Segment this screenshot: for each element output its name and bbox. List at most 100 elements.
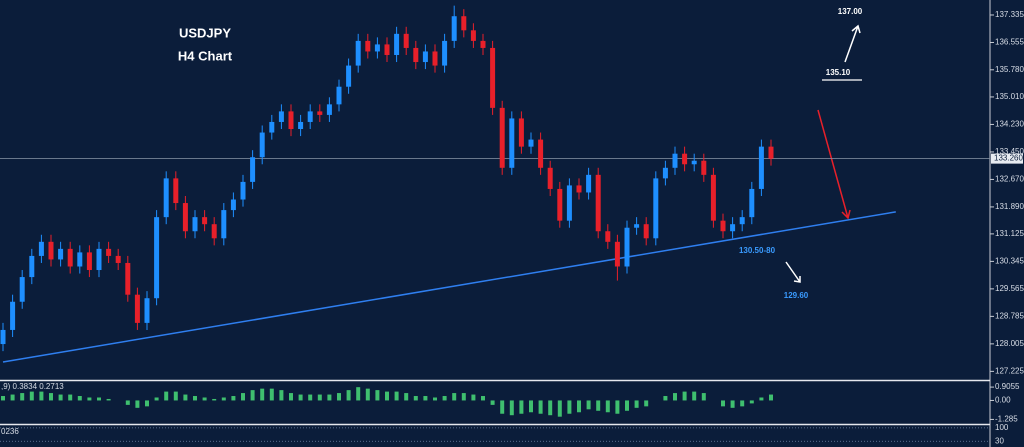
y-tick-label: 135.010 bbox=[995, 92, 1024, 101]
macd-bar bbox=[269, 388, 274, 401]
macd-bar bbox=[77, 396, 82, 401]
candle-body bbox=[653, 178, 659, 239]
candle-body bbox=[125, 262, 131, 295]
candle-body bbox=[250, 157, 256, 182]
macd-bar bbox=[433, 397, 437, 401]
candle-body bbox=[317, 111, 323, 115]
macd-bar bbox=[183, 394, 188, 401]
y-tick-label: 128.785 bbox=[995, 311, 1024, 320]
candle-body bbox=[58, 248, 64, 260]
macd-bar bbox=[221, 397, 226, 401]
arrows bbox=[785, 24, 861, 283]
macd-bar bbox=[481, 396, 485, 401]
candle-body bbox=[221, 210, 227, 239]
y-tick-label: 127.225 bbox=[995, 366, 1024, 375]
candle-body bbox=[394, 33, 400, 55]
candle-body bbox=[10, 301, 16, 330]
candle-body bbox=[288, 111, 294, 130]
candle-body bbox=[739, 217, 745, 225]
macd-bar bbox=[145, 400, 149, 407]
macd-bar bbox=[519, 400, 524, 414]
candle-body bbox=[499, 107, 505, 168]
y-tick-label: 137.335 bbox=[995, 10, 1024, 19]
macd-bar bbox=[682, 391, 687, 401]
candle-body bbox=[384, 44, 390, 55]
macd-bar bbox=[596, 400, 601, 411]
chart-subtitle: H4 Chart bbox=[178, 48, 233, 63]
macd-bar bbox=[740, 400, 745, 407]
candle-body bbox=[566, 185, 572, 221]
y-tick-label: 100 bbox=[995, 423, 1009, 432]
macd-bar bbox=[1, 396, 5, 401]
candle-body bbox=[86, 252, 92, 271]
macd-bar bbox=[701, 393, 706, 401]
macd-bar bbox=[605, 400, 610, 413]
candle-body bbox=[528, 139, 534, 147]
macd-bar bbox=[721, 400, 725, 407]
candle-body bbox=[346, 65, 352, 87]
macd-bar bbox=[567, 400, 572, 414]
candle-body bbox=[19, 277, 25, 302]
candle-body bbox=[259, 132, 265, 158]
macd-bar bbox=[577, 400, 581, 413]
candle-body bbox=[432, 51, 438, 66]
macd-bar bbox=[375, 390, 380, 401]
candle-body bbox=[730, 224, 736, 232]
candle-body bbox=[547, 167, 553, 189]
macd-label: ,9) 0.3834 0.2713 bbox=[1, 382, 64, 391]
macd-bar bbox=[68, 394, 73, 401]
candle-body bbox=[278, 111, 284, 122]
y-tick-label: 132.670 bbox=[995, 175, 1024, 184]
candle-body bbox=[29, 255, 35, 278]
macd-bar bbox=[615, 400, 620, 414]
macd-bar bbox=[365, 388, 370, 401]
candle-body bbox=[451, 16, 457, 41]
candle-body bbox=[614, 241, 620, 267]
candle-body bbox=[336, 86, 342, 105]
macd-bar bbox=[20, 393, 25, 401]
candle-body bbox=[355, 40, 361, 66]
arrow-down-small bbox=[785, 261, 801, 283]
candle-body bbox=[96, 248, 102, 271]
macd-bar bbox=[29, 391, 34, 401]
macd-bar bbox=[337, 393, 341, 401]
candle-body bbox=[154, 217, 160, 299]
y-tick-label: 135.780 bbox=[995, 65, 1024, 74]
y-tick-label: 0.9055 bbox=[995, 382, 1020, 391]
candle-body bbox=[413, 47, 419, 63]
annotation: 129.60 bbox=[784, 291, 809, 300]
macd-bar bbox=[644, 400, 649, 407]
candle-body bbox=[624, 227, 630, 267]
macd-bar bbox=[452, 393, 457, 401]
candle-body bbox=[374, 44, 380, 52]
macd-bar bbox=[692, 391, 697, 401]
macd-bar bbox=[87, 397, 92, 401]
macd-bar bbox=[193, 396, 197, 401]
macd-bar bbox=[625, 400, 629, 411]
candle-body bbox=[480, 40, 486, 48]
macd-bar bbox=[663, 396, 668, 401]
macd-bar bbox=[10, 394, 15, 401]
macd-bar bbox=[346, 390, 351, 401]
candle-body bbox=[682, 153, 688, 165]
candle-body bbox=[134, 294, 140, 323]
macd-bar bbox=[97, 397, 101, 401]
candle-body bbox=[557, 188, 563, 221]
candle-body bbox=[576, 185, 582, 193]
y-tick-label: 30 bbox=[995, 436, 1004, 445]
y-tick-label: 133.450 bbox=[995, 147, 1024, 156]
macd-bar bbox=[471, 394, 476, 401]
candle-body bbox=[269, 121, 275, 133]
candle-body bbox=[422, 51, 428, 63]
candle-body bbox=[701, 160, 707, 175]
macd-bar bbox=[769, 394, 773, 401]
macd-bar bbox=[289, 393, 293, 401]
candle-body bbox=[605, 231, 611, 242]
macd-bar bbox=[749, 400, 754, 404]
macd-bar bbox=[308, 394, 313, 401]
annotation: 130.50-80 bbox=[739, 246, 776, 255]
candle-body bbox=[586, 174, 592, 193]
macd-bar bbox=[125, 400, 130, 405]
macd-bar bbox=[529, 400, 533, 413]
